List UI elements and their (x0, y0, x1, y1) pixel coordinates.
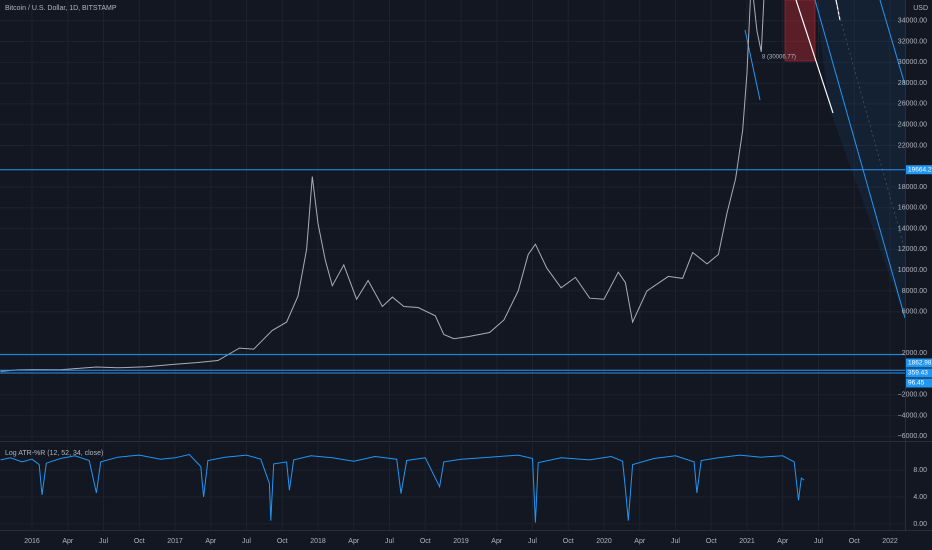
price-label-box (906, 358, 932, 368)
y-tick-label: 0.00 (913, 521, 927, 528)
x-tick-label: Oct (563, 538, 574, 545)
x-tick-label: Jul (99, 538, 108, 545)
x-tick-label: Apr (777, 538, 789, 545)
y-tick-label: 6000.00 (902, 309, 927, 316)
indicator-title: Log ATR-%R (12, 52, 34, close) (5, 450, 103, 457)
x-tick-label: 2021 (739, 538, 755, 545)
dotted-line (834, 0, 905, 251)
drawings (744, 0, 905, 319)
series-line (0, 0, 765, 372)
y-tick-label: 8.00 (913, 467, 927, 474)
y-tick-label: 22000.00 (898, 142, 927, 149)
x-tick-label: 2017 (167, 538, 183, 545)
y-tick-label: 8000.00 (902, 288, 927, 295)
x-tick-label: Apr (205, 538, 217, 545)
axis-unit: USD (913, 5, 928, 12)
trend-line (795, 0, 834, 114)
y-tick-label: 26000.00 (898, 101, 927, 108)
x-tick-label: 2022 (882, 538, 898, 545)
y-tick-label: −2000.00 (898, 392, 927, 399)
price-label-box (906, 368, 932, 378)
red-box (784, 0, 816, 62)
price-label: 96.45 (908, 380, 925, 387)
price-label: 1862.98 (908, 360, 932, 367)
y-tick-label: −6000.00 (898, 433, 927, 440)
x-tick-label: Apr (634, 538, 646, 545)
chart-title: Bitcoin / U.S. Dollar, 1D, BITSTAMP (5, 5, 117, 12)
x-tick-label: Oct (134, 538, 145, 545)
x-tick-label: Oct (849, 538, 860, 545)
x-tick-label: Jul (242, 538, 251, 545)
y-tick-label: 10000.00 (898, 267, 927, 274)
x-tick-label: 2016 (24, 538, 40, 545)
x-tick-label: Apr (62, 538, 74, 545)
x-tick-label: Jul (528, 538, 537, 545)
x-tick-label: Jul (385, 538, 394, 545)
y-tick-label: 14000.00 (898, 225, 927, 232)
trend-line (744, 29, 761, 101)
grid (0, 0, 905, 530)
annotation: 8 (30006.77) (762, 55, 796, 61)
x-tick-label: 2018 (310, 538, 326, 545)
y-tick-label: 18000.00 (898, 184, 927, 191)
x-tick-label: Jul (671, 538, 680, 545)
price-label-box (906, 378, 932, 388)
series-line (0, 453, 805, 523)
plots: 19664.29 1862.98 359.43 96.45 (0, 0, 932, 523)
x-tick-label: 2019 (453, 538, 469, 545)
price-label-box (906, 165, 932, 175)
x-tick-label: Jul (814, 538, 823, 545)
y-tick-label: −4000.00 (898, 412, 927, 419)
y-tick-label: 28000.00 (898, 80, 927, 87)
trend-line (814, 0, 905, 319)
y-tick-label: 24000.00 (898, 122, 927, 129)
y-tick-label: 4.00 (913, 494, 927, 501)
x-tick-label: Oct (706, 538, 717, 545)
y-tick-label: 16000.00 (898, 205, 927, 212)
x-tick-label: Apr (491, 538, 503, 545)
y-tick-label: 32000.00 (898, 38, 927, 45)
price-label: 359.43 (908, 370, 928, 377)
y-tick-label: 12000.00 (898, 246, 927, 253)
x-tick-label: Oct (277, 538, 288, 545)
price-label: 19664.29 (908, 166, 932, 173)
trend-line (879, 0, 905, 86)
y-tick-label: 30000.00 (898, 59, 927, 66)
y-tick-label: 34000.00 (898, 18, 927, 25)
y-tick-label: 2000.00 (902, 350, 927, 357)
x-tick-label: Oct (420, 538, 431, 545)
x-tick-label: Apr (348, 538, 360, 545)
x-tick-label: 2020 (596, 538, 612, 545)
